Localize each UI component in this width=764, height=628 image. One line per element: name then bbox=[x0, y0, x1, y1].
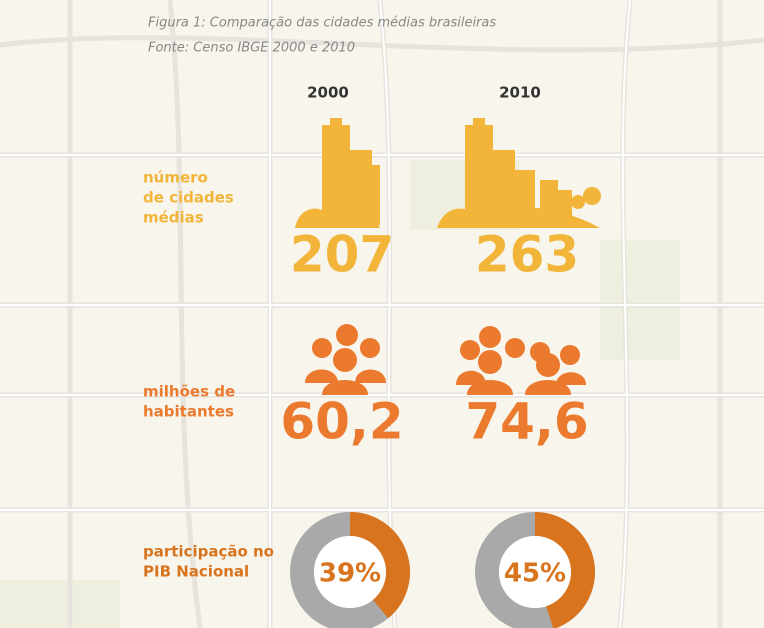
row-label: participação no bbox=[143, 543, 274, 561]
year-label: 2000 bbox=[307, 84, 349, 102]
row-label: de cidades bbox=[143, 189, 234, 207]
people-icon bbox=[305, 324, 386, 395]
row-label: milhões de bbox=[143, 383, 235, 401]
caption-title: Figura 1: Comparação das cidades médias … bbox=[148, 16, 496, 31]
donut-label: 45% bbox=[504, 559, 566, 589]
big-number: 74,6 bbox=[465, 393, 588, 451]
big-number: 263 bbox=[475, 226, 579, 284]
row-label: médias bbox=[143, 209, 204, 227]
donut-hole bbox=[314, 536, 386, 608]
donut-segment bbox=[534, 512, 595, 628]
donut-segment bbox=[349, 512, 410, 619]
city-icon bbox=[295, 118, 380, 228]
row-label: habitantes bbox=[143, 403, 234, 421]
people-icon bbox=[456, 326, 586, 395]
caption-source: Fonte: Censo IBGE 2000 e 2010 bbox=[148, 41, 355, 56]
big-number: 207 bbox=[290, 226, 394, 284]
row-label: número bbox=[143, 169, 208, 187]
donut-label: 39% bbox=[319, 559, 381, 589]
city-icon bbox=[437, 118, 601, 228]
row-label: PIB Nacional bbox=[143, 563, 249, 581]
year-label: 2010 bbox=[499, 84, 541, 102]
big-number: 60,2 bbox=[280, 393, 403, 451]
donut-hole bbox=[499, 536, 571, 608]
